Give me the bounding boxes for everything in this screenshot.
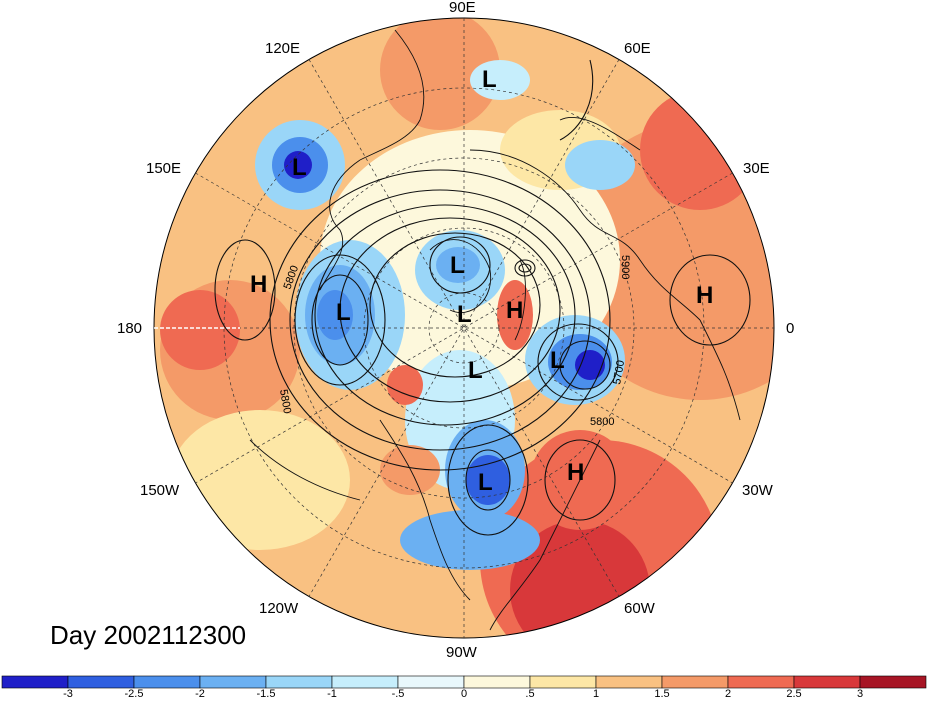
colorbar-tick-label: 2.5	[786, 688, 802, 700]
longitude-label-90w: 90W	[446, 644, 477, 661]
colorbar-tick-label: 0	[460, 688, 468, 700]
colorbar-swatch	[595, 675, 663, 689]
colorbar-swatch	[331, 675, 399, 689]
colorbar-swatch	[133, 675, 201, 689]
colorbar-tick-label: -2	[195, 688, 205, 700]
colorbar-tick-label: -1	[327, 688, 337, 700]
longitude-label-30w: 30W	[742, 482, 773, 499]
longitude-label-60w: 60W	[624, 600, 655, 617]
low-center-label: L	[292, 154, 307, 181]
contour-label: 5700	[611, 359, 627, 385]
anomaly-field	[154, 18, 774, 638]
low-center-label: L	[482, 66, 497, 93]
contour-label: 5800	[590, 416, 614, 428]
colorbar-tick-label: .5	[525, 688, 535, 700]
longitude-label-150w: 150W	[140, 482, 180, 499]
high-center-label: H	[250, 271, 267, 298]
colorbar-swatch	[67, 675, 135, 689]
colorbar-swatch	[727, 675, 795, 689]
colorbar-swatch	[199, 675, 267, 689]
contour-label-group: 5800 5800 5700 5800 5900	[277, 255, 631, 428]
colorbar-swatch	[661, 675, 729, 689]
longitude-label-150e: 150E	[146, 160, 182, 177]
colorbar-tick-label: -1.5	[256, 688, 276, 700]
colorbar-swatch	[529, 675, 597, 689]
colorbar-swatch	[859, 675, 927, 689]
high-center-label: H	[696, 282, 713, 309]
longitude-label-60e: 60E	[624, 40, 651, 57]
longitude-label-90e: 90E	[449, 0, 476, 16]
colorbar-swatch	[793, 675, 861, 689]
low-center-label: L	[550, 347, 565, 374]
colorbar-tick-label: 2	[724, 688, 732, 700]
low-center-label: L	[468, 357, 483, 384]
colorbar-tick-label: -.5	[391, 688, 405, 700]
colorbar	[1, 675, 927, 689]
low-center-label: L	[478, 469, 493, 496]
day-label: Day 2002112300	[50, 620, 247, 650]
longitude-label-120w: 120W	[259, 600, 299, 617]
high-center-label: H	[567, 459, 584, 486]
colorbar-swatch	[463, 675, 531, 689]
colorbar-swatch	[265, 675, 333, 689]
low-center-label: L	[336, 299, 351, 326]
colorbar-tick-label: 3	[856, 688, 864, 700]
low-center-label: L	[450, 252, 465, 279]
contour-label: 5900	[619, 255, 631, 279]
colorbar-tick-label: 1.5	[654, 688, 670, 700]
longitude-label-30e: 30E	[743, 160, 770, 177]
height-contours	[214, 59, 751, 536]
longitude-label-120e: 120E	[265, 40, 301, 57]
colorbar-tick-label: 1	[592, 688, 600, 700]
colorbar-swatch	[397, 675, 465, 689]
high-center-label: H	[506, 297, 523, 324]
pressure-system-labels: L L H L L L H L L H L H	[250, 66, 713, 496]
colorbar-swatch	[1, 675, 69, 689]
graticule	[154, 18, 774, 638]
longitude-label-180: 180	[117, 320, 143, 337]
low-center-label: L	[457, 301, 472, 328]
colorbar-tick-label: -3	[63, 688, 73, 700]
longitude-label-0: 0	[786, 320, 795, 337]
colorbar-tick-label: -2.5	[124, 688, 144, 700]
contour-label: 5800	[277, 388, 293, 414]
